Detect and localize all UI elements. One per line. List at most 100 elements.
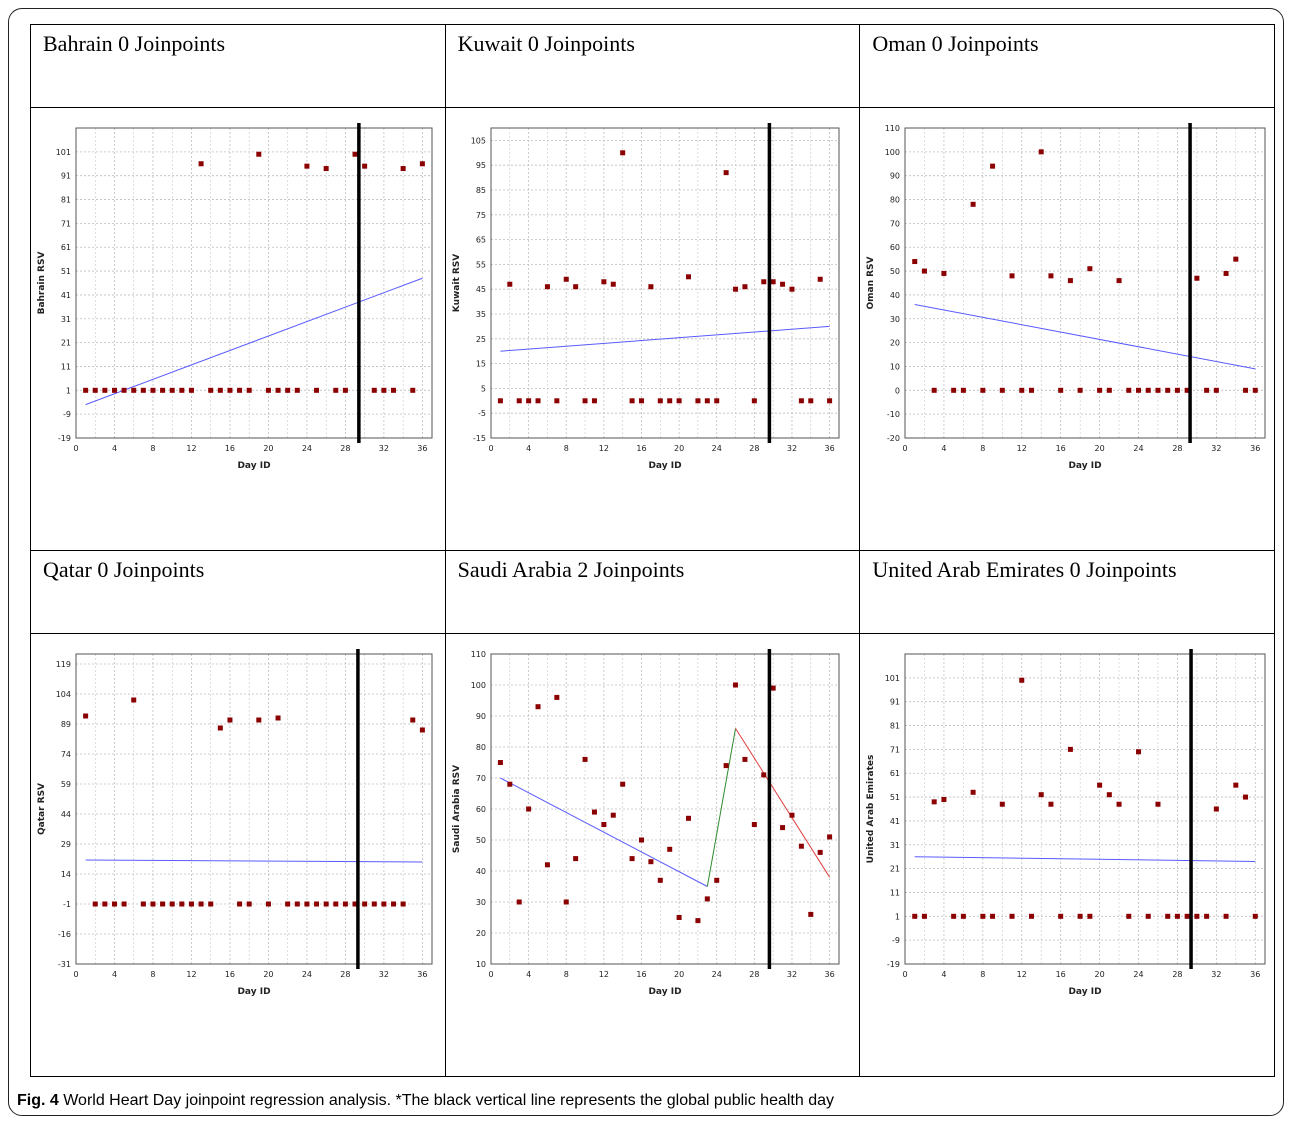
data-point bbox=[1058, 388, 1064, 394]
data-point bbox=[516, 398, 522, 404]
x-axis-label: Day ID bbox=[1069, 461, 1102, 471]
y-tick-label: 20 bbox=[475, 929, 485, 938]
data-point bbox=[1175, 388, 1181, 394]
y-tick-label: 95 bbox=[475, 162, 485, 171]
y-tick-label: 105 bbox=[470, 137, 485, 146]
y-tick-label: 74 bbox=[61, 750, 71, 759]
data-point bbox=[285, 901, 291, 907]
y-axis-label: Kuwait RSV bbox=[452, 254, 462, 313]
data-point bbox=[1136, 749, 1142, 755]
trend-segment bbox=[85, 278, 423, 406]
x-tick-label: 12 bbox=[598, 970, 608, 979]
y-tick-label: 60 bbox=[890, 244, 900, 253]
y-tick-label: 59 bbox=[61, 780, 71, 789]
y-tick-label: 81 bbox=[890, 722, 900, 731]
gridlines bbox=[904, 127, 1266, 439]
data-point bbox=[912, 259, 918, 265]
y-tick-label: 21 bbox=[61, 339, 71, 348]
data-point bbox=[1000, 388, 1006, 394]
y-tick-label: 11 bbox=[890, 889, 900, 898]
y-tick-label: -10 bbox=[887, 410, 900, 419]
data-point bbox=[410, 717, 416, 723]
data-point bbox=[497, 398, 503, 404]
data-point bbox=[922, 268, 928, 274]
y-tick-label: 71 bbox=[890, 746, 900, 755]
chart-cell: 0 4 8 12 16 20 24 28 32 36 -31 -16 -1 14 29 44 59 74 89 104… bbox=[30, 633, 446, 1077]
x-tick-label: 0 bbox=[488, 444, 493, 453]
data-point bbox=[525, 806, 531, 812]
data-point bbox=[352, 901, 358, 907]
data-point bbox=[1214, 806, 1220, 812]
data-point bbox=[1048, 273, 1054, 279]
data-point bbox=[807, 398, 813, 404]
x-tick-label: 4 bbox=[112, 970, 117, 979]
data-point bbox=[912, 914, 918, 920]
data-point bbox=[789, 287, 795, 293]
y-tick-label: -9 bbox=[63, 410, 71, 419]
x-tick-label: 16 bbox=[225, 444, 235, 453]
y-tick-labels: -31 -16 -1 14 29 44 59 74 89 104 119 bbox=[56, 660, 71, 969]
y-tick-label: 91 bbox=[890, 698, 900, 707]
data-point bbox=[742, 284, 748, 290]
data-point bbox=[342, 388, 348, 394]
y-tick-label: -9 bbox=[892, 936, 900, 945]
data-point bbox=[1155, 802, 1161, 808]
data-point bbox=[198, 901, 204, 907]
data-point bbox=[1068, 278, 1074, 284]
x-tick-labels: 0 4 8 12 16 20 24 28 32 36 bbox=[903, 444, 1261, 453]
data-points bbox=[497, 682, 832, 924]
data-point bbox=[1165, 914, 1171, 920]
gridlines bbox=[904, 654, 1266, 965]
x-tick-label: 8 bbox=[563, 970, 568, 979]
data-point bbox=[638, 837, 644, 843]
data-point bbox=[150, 901, 156, 907]
panel-title-cell: Oman 0 Joinpoints bbox=[859, 23, 1275, 109]
data-point bbox=[131, 388, 137, 394]
x-tick-label: 28 bbox=[1173, 444, 1183, 453]
data-point bbox=[1116, 802, 1122, 808]
trend-segment bbox=[499, 777, 708, 888]
data-point bbox=[619, 150, 625, 156]
data-point bbox=[506, 781, 512, 787]
trend-segment bbox=[85, 859, 423, 863]
y-tick-label: 61 bbox=[61, 244, 71, 253]
y-tick-label: -20 bbox=[887, 434, 900, 443]
data-point bbox=[817, 850, 823, 856]
x-tick-label: 16 bbox=[636, 444, 646, 453]
data-point bbox=[400, 166, 406, 172]
data-point bbox=[121, 901, 127, 907]
data-point bbox=[535, 398, 541, 404]
data-point bbox=[676, 398, 682, 404]
data-point bbox=[1097, 782, 1103, 788]
data-point bbox=[111, 901, 117, 907]
data-point bbox=[381, 388, 387, 394]
x-tick-label: 0 bbox=[73, 444, 78, 453]
y-tick-label: 80 bbox=[890, 196, 900, 205]
x-tick-labels: 0 4 8 12 16 20 24 28 32 36 bbox=[903, 970, 1261, 979]
data-point bbox=[1204, 914, 1210, 920]
caption-text: World Heart Day joinpoint regression ana… bbox=[63, 1092, 835, 1109]
caption-label: Fig. 4 bbox=[17, 1092, 59, 1109]
x-tick-label: 12 bbox=[598, 444, 608, 453]
figure-grid: Bahrain 0 Joinpoints Kuwait 0 Joinpoints… bbox=[30, 23, 1275, 1077]
x-tick-label: 12 bbox=[186, 444, 196, 453]
data-point bbox=[1204, 388, 1210, 394]
data-point bbox=[121, 388, 127, 394]
data-point bbox=[713, 398, 719, 404]
data-point bbox=[582, 757, 588, 763]
x-tick-label: 24 bbox=[711, 970, 721, 979]
x-tick-labels: 0 4 8 12 16 20 24 28 32 36 bbox=[488, 444, 834, 453]
y-axis-label: Oman RSV bbox=[866, 257, 876, 310]
data-points bbox=[83, 697, 425, 907]
data-point bbox=[237, 388, 243, 394]
y-tick-label: 1 bbox=[66, 387, 71, 396]
data-point bbox=[265, 388, 271, 394]
data-point bbox=[980, 914, 986, 920]
x-tick-label: 28 bbox=[340, 444, 350, 453]
data-point bbox=[798, 843, 804, 849]
x-tick-label: 32 bbox=[1212, 444, 1222, 453]
x-tick-label: 36 bbox=[824, 444, 834, 453]
data-point bbox=[111, 388, 117, 394]
data-point bbox=[1146, 388, 1152, 394]
